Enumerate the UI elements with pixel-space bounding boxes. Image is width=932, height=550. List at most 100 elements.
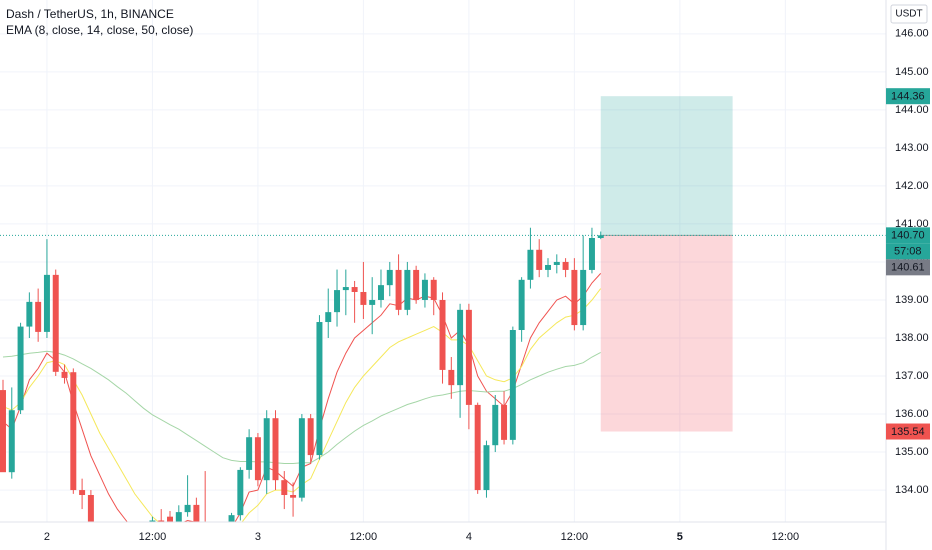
candle-body [377, 285, 384, 300]
candle-body [562, 261, 569, 270]
x-tick-label: 4 [466, 531, 472, 543]
candle-body [325, 312, 332, 323]
candle-body [298, 418, 305, 498]
y-tick-label: 139.00 [895, 294, 929, 306]
candle-body [263, 418, 270, 481]
currency-label[interactable]: USDT [895, 9, 922, 20]
candle-body [237, 469, 244, 516]
x-tick-label: 12:00 [772, 531, 800, 543]
candle-body [272, 418, 279, 481]
candle-body [369, 299, 376, 305]
y-tick-label: 136.00 [895, 408, 929, 420]
y-tick-label: 144.00 [895, 104, 929, 116]
candle-body [474, 404, 481, 491]
chart-title: Dash / TetherUS, 1h, BINANCE [6, 7, 174, 21]
y-tick-label: 142.00 [895, 180, 929, 192]
candle-body [386, 269, 393, 286]
candle-body [597, 235, 604, 238]
candle-body [290, 495, 297, 498]
candle-body [571, 269, 578, 326]
candle-body [588, 237, 595, 270]
candle-body [536, 249, 543, 270]
candle-body [360, 291, 367, 305]
currency-box[interactable] [890, 4, 928, 24]
x-tick-label: 12:00 [561, 531, 589, 543]
candle-body [26, 301, 33, 327]
indicator-legend: EMA (8, close, 14, close, 50, close) [6, 23, 193, 37]
y-tick-label: 134.00 [895, 484, 929, 496]
candle-body [167, 516, 173, 522]
candle-body [545, 264, 551, 270]
y-tick-label: 135.00 [895, 446, 929, 458]
x-tick-label: 12:00 [139, 531, 167, 543]
candle-body [413, 269, 420, 300]
plot-area [0, 96, 886, 550]
countdown-label: 57:08 [894, 246, 922, 258]
x-tick-label: 12:00 [350, 531, 378, 543]
candle-body [8, 410, 15, 473]
candle-body [342, 287, 349, 291]
candle-body [105, 539, 111, 547]
candle-body [228, 515, 235, 522]
candle-body [175, 512, 182, 522]
candle-body [35, 301, 42, 332]
candle-body [527, 249, 534, 280]
candle-body [404, 269, 411, 310]
countdown-box [886, 243, 930, 260]
x-tick-label: 5 [677, 531, 683, 543]
price-tag-label: 140.70 [891, 230, 925, 242]
price-tag-label: 140.61 [891, 262, 925, 274]
price-tag-label: 135.54 [891, 426, 925, 438]
candle-body [123, 543, 129, 550]
stop-zone [600, 235, 733, 432]
candle-body [509, 330, 516, 440]
y-tick-label: 143.00 [895, 142, 929, 154]
y-tick-label: 141.00 [895, 218, 929, 230]
candle-body [79, 490, 86, 496]
price-tag [886, 227, 930, 244]
candle-body [518, 279, 525, 331]
price-tag [886, 259, 930, 276]
candle-body [465, 309, 472, 405]
candle-body [553, 261, 560, 265]
candle-body [254, 437, 261, 481]
candle-body [61, 371, 68, 378]
x-tick-label: 3 [255, 531, 261, 543]
candle-body [114, 539, 120, 543]
grid [0, 0, 886, 522]
candle-body [334, 290, 341, 313]
candle-body [281, 480, 288, 496]
candle-body [43, 274, 50, 332]
candle-body [70, 372, 77, 491]
candle-body [395, 269, 402, 310]
candle-body [149, 520, 156, 522]
candle-body [439, 299, 446, 370]
candle-body [158, 520, 165, 522]
candle-body [351, 287, 358, 292]
candle-body [52, 274, 59, 372]
y-tick-label: 146.00 [895, 28, 929, 40]
candle-body [202, 524, 208, 532]
candle-body [17, 326, 24, 411]
candle-body [0, 390, 6, 473]
price-tag [886, 423, 930, 440]
candle-body [193, 504, 200, 522]
candle-body [430, 279, 437, 300]
candle-body [307, 418, 314, 456]
candle-body [87, 495, 94, 522]
price-tag [886, 88, 930, 105]
candle-body [483, 445, 490, 491]
y-tick-label: 138.00 [895, 332, 929, 344]
candle-body [246, 437, 253, 470]
candle-body [97, 536, 103, 547]
x-tick-label: 2 [44, 531, 50, 543]
candle-body [220, 532, 226, 540]
axes: 134.00 135.00 136.00 137.00 138.00 139.00 140.… [44, 28, 930, 543]
candle-body [457, 309, 464, 386]
price-tag-label: 144.36 [891, 91, 925, 103]
y-tick-label: 137.00 [895, 370, 929, 382]
target-zone [600, 96, 733, 236]
candle-body [580, 269, 587, 326]
candle-body [501, 404, 508, 440]
